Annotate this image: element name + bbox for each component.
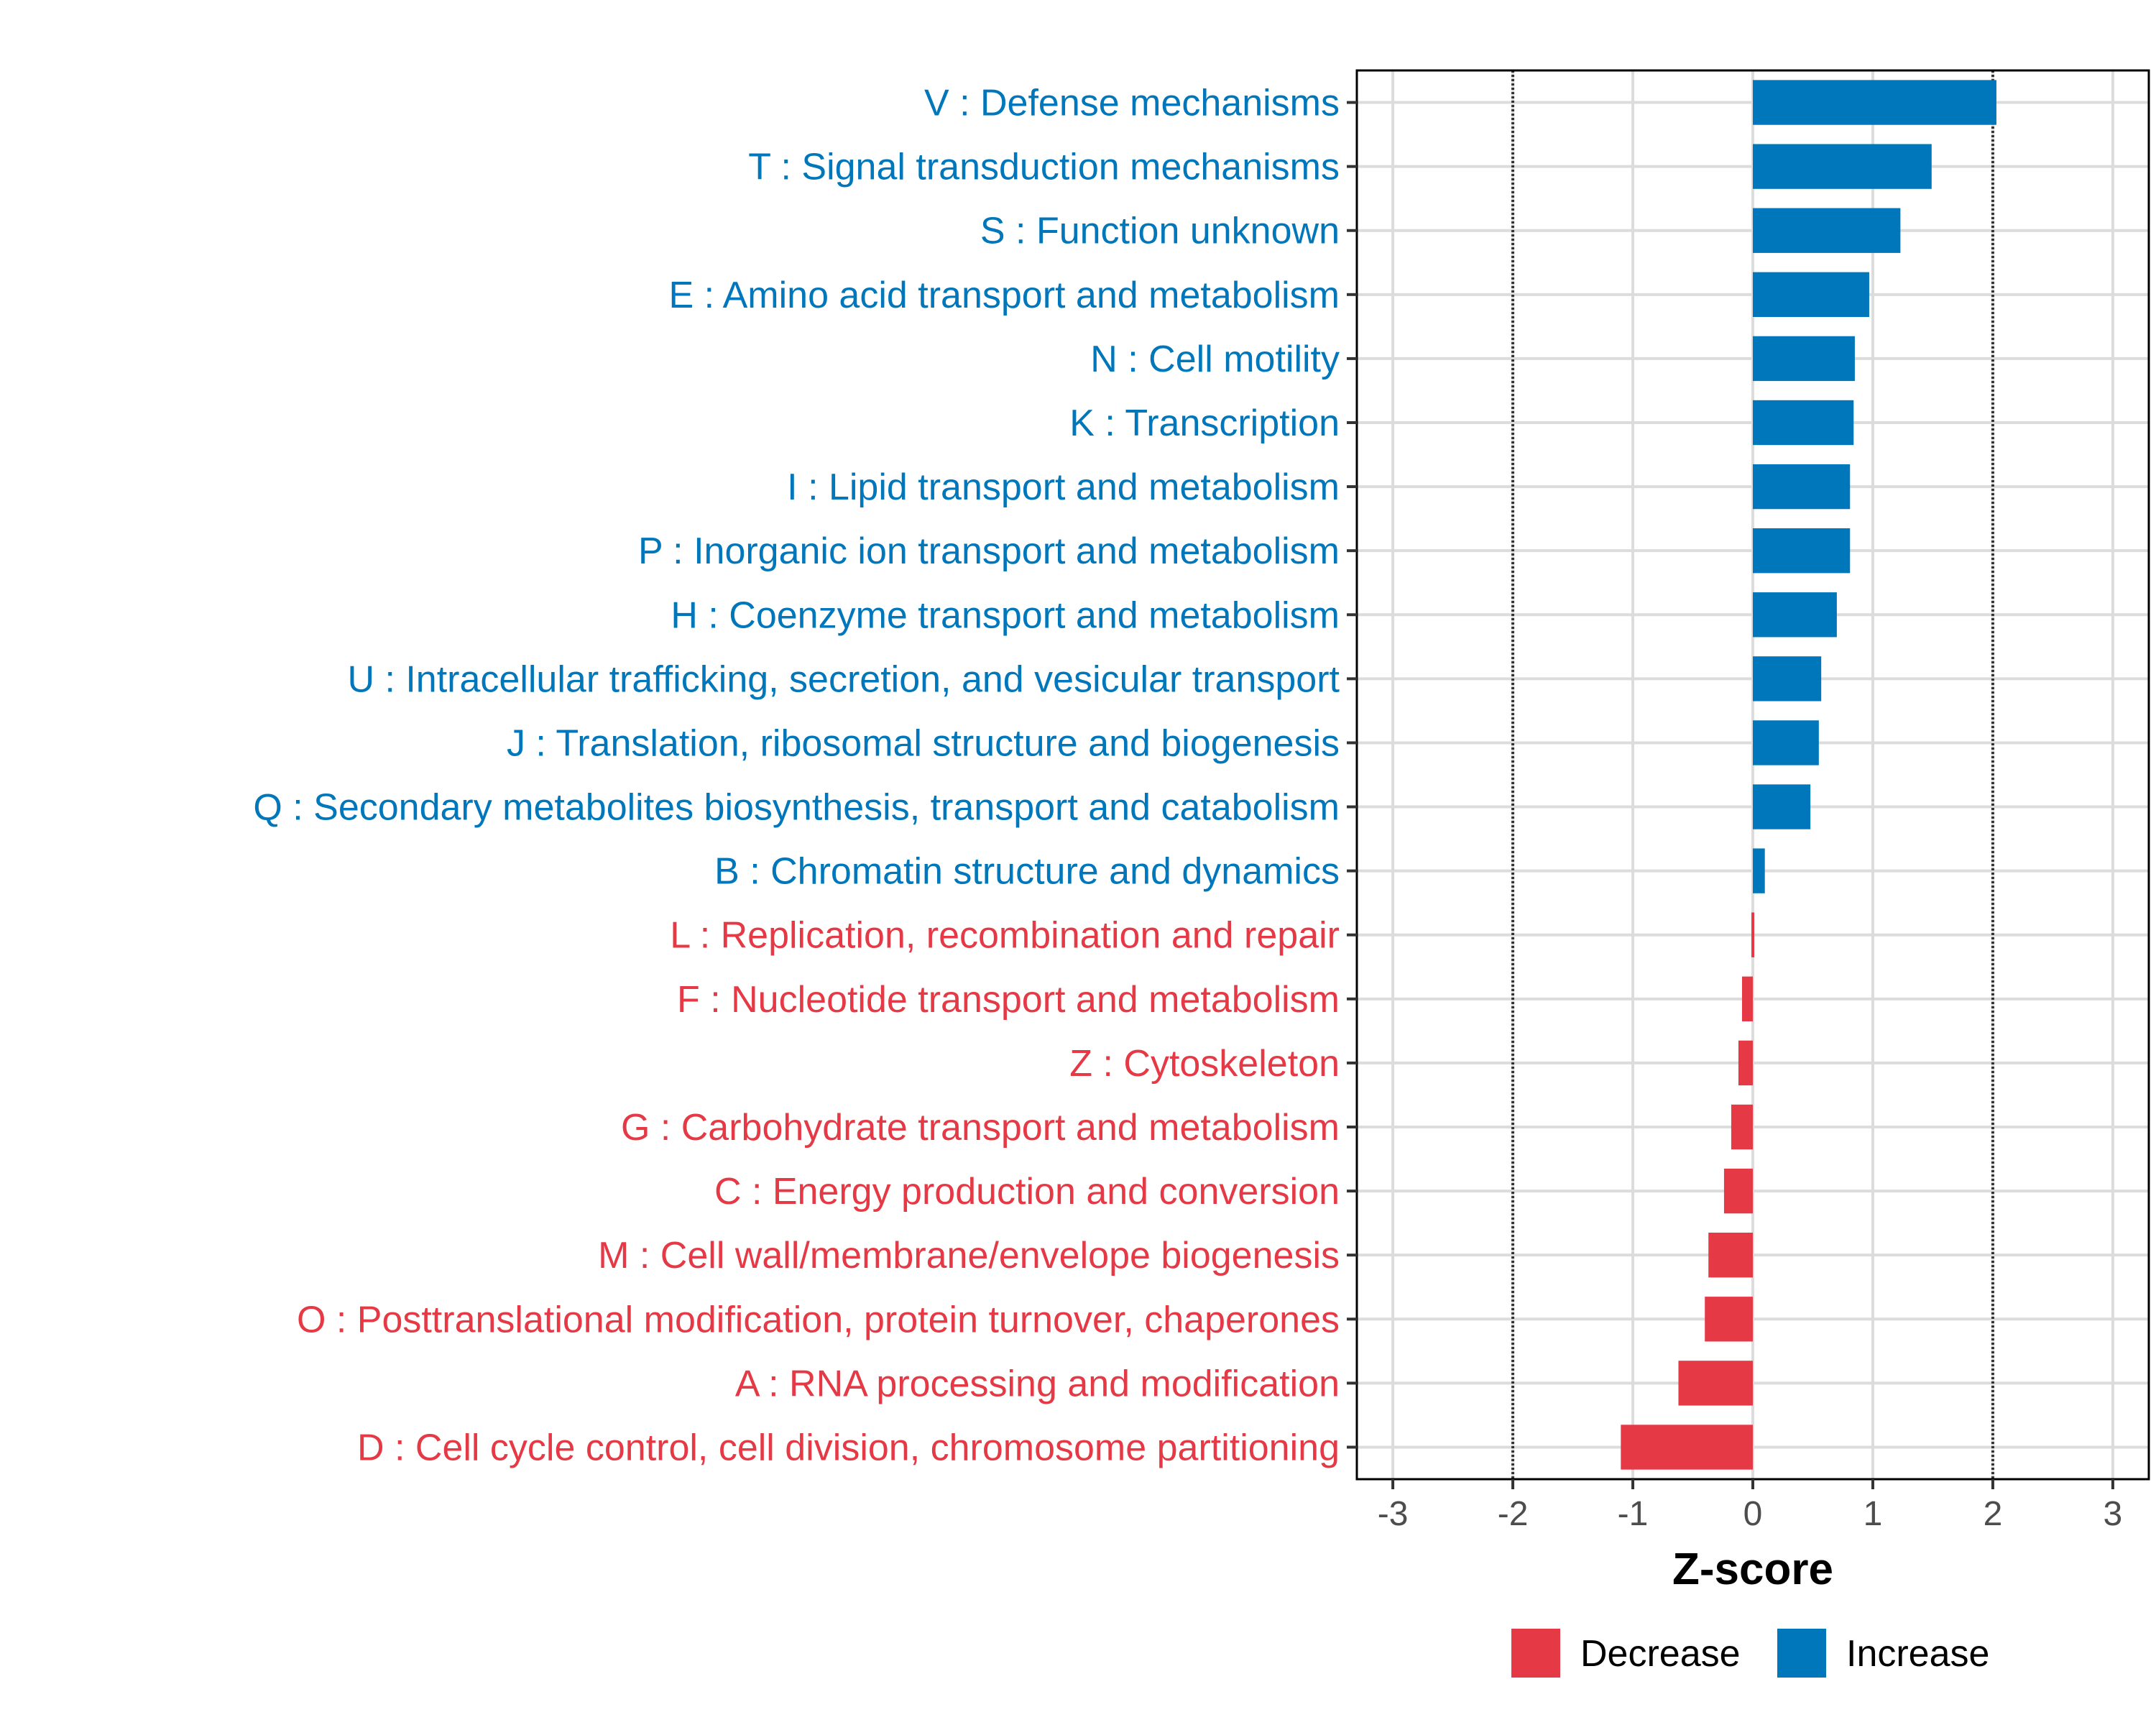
bar: [1741, 976, 1753, 1021]
bar: [1708, 1233, 1753, 1278]
category-label: C : Energy production and conversion: [714, 1171, 1340, 1213]
category-label: I : Lipid transport and metabolism: [787, 466, 1340, 508]
category-label: B : Chromatin structure and dynamics: [714, 851, 1340, 893]
x-tick-label: -3: [1378, 1495, 1409, 1533]
legend-label: Decrease: [1580, 1633, 1741, 1675]
x-tick-label: 0: [1743, 1495, 1763, 1533]
bar: [1678, 1361, 1753, 1406]
bar: [1753, 720, 1819, 765]
bar: [1753, 592, 1837, 638]
bar: [1753, 464, 1851, 510]
legend: Decrease Increase: [1511, 1629, 1989, 1678]
category-label: U : Intracellular trafficking, secretion…: [347, 658, 1340, 700]
legend-swatch: [1511, 1629, 1560, 1678]
category-label: A : RNA processing and modification: [735, 1363, 1340, 1404]
bar: [1753, 784, 1811, 829]
category-label: P : Inorganic ion transport and metaboli…: [638, 530, 1340, 572]
category-label: Z : Cytoskeleton: [1069, 1043, 1340, 1085]
bar: [1738, 1040, 1753, 1086]
category-label: D : Cell cycle control, cell division, c…: [357, 1427, 1340, 1468]
bar: [1753, 144, 1932, 189]
category-label: K : Transcription: [1069, 402, 1340, 444]
x-tick-label: 2: [1984, 1495, 2003, 1533]
bar: [1621, 1425, 1753, 1470]
x-tick-label: -2: [1498, 1495, 1529, 1533]
category-label: M : Cell wall/membrane/envelope biogenes…: [598, 1235, 1340, 1276]
category-label: Q : Secondary metabolites biosynthesis, …: [253, 787, 1340, 829]
bar: [1753, 528, 1851, 574]
bar: [1751, 912, 1754, 957]
category-label: H : Coenzyme transport and metabolism: [671, 594, 1340, 636]
bar: [1753, 656, 1822, 702]
bar: [1753, 208, 1901, 253]
bar: [1753, 272, 1869, 317]
category-label: E : Amino acid transport and metabolism: [668, 275, 1340, 316]
category-label: J : Translation, ribosomal structure and…: [507, 722, 1340, 764]
bar: [1753, 80, 1996, 125]
x-tick-label: 3: [2104, 1495, 2123, 1533]
x-tick-label: 1: [1864, 1495, 1883, 1533]
threshold-lines: [1511, 70, 1994, 1479]
bar: [1731, 1104, 1753, 1150]
category-label: N : Cell motility: [1090, 339, 1340, 380]
category-label: F : Nucleotide transport and metabolism: [677, 979, 1340, 1021]
bars: [1621, 80, 1996, 1470]
category-label: S : Function unknown: [980, 211, 1340, 252]
category-label: T : Signal transduction mechanisms: [748, 147, 1340, 188]
x-axis-ticks: -3 -2 -1 0 1 2 3: [1378, 1479, 2123, 1533]
legend-swatch: [1777, 1629, 1826, 1678]
x-axis-title: Z-score: [1672, 1545, 1833, 1594]
x-tick-label: -1: [1618, 1495, 1649, 1533]
bar: [1753, 336, 1855, 382]
y-axis-ticks: [1347, 101, 1357, 1449]
bar: [1753, 848, 1765, 893]
category-label: V : Defense mechanisms: [924, 83, 1340, 124]
category-label: O : Posttranslational modification, prot…: [297, 1299, 1340, 1340]
category-label: G : Carbohydrate transport and metabolis…: [621, 1107, 1340, 1149]
category-label: L : Replication, recombination and repai…: [670, 915, 1340, 957]
bar: [1723, 1168, 1753, 1214]
y-axis-category-labels: V : Defense mechanisms T : Signal transdu…: [253, 83, 1340, 1469]
bar: [1753, 400, 1854, 446]
bar: [1705, 1297, 1753, 1342]
legend-label: Increase: [1846, 1633, 1989, 1675]
